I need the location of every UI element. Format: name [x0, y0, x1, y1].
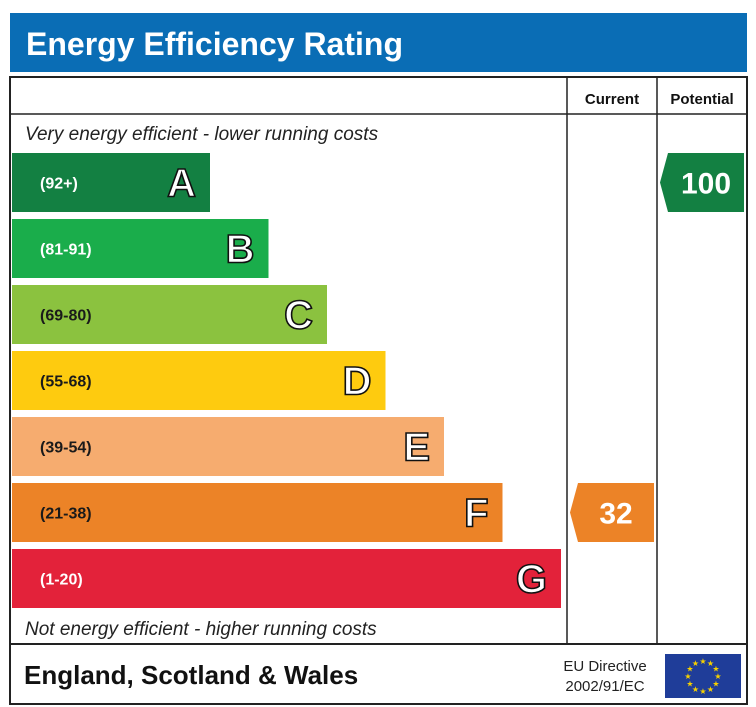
region-label: England, Scotland & Wales — [24, 660, 358, 690]
title-banner — [10, 13, 747, 72]
eu-star-icon: ★ — [714, 672, 721, 681]
directive-line-2: 2002/91/EC — [565, 678, 644, 695]
band-letter: B — [226, 228, 255, 272]
eu-star-icon: ★ — [699, 687, 706, 696]
band-range-label: (21-38) — [40, 506, 92, 523]
band-d: (55-68) D — [12, 351, 386, 410]
potential-column-header: Potential — [670, 91, 733, 108]
band-a: (92+) A — [12, 153, 210, 212]
eu-star-icon: ★ — [684, 672, 691, 681]
eu-star-icon: ★ — [692, 659, 699, 668]
current-rating-arrow — [570, 483, 654, 542]
band-bar-d — [12, 351, 386, 410]
eu-star-icon: ★ — [707, 685, 714, 694]
band-c: (69-80) C — [12, 285, 327, 344]
band-range-label: (69-80) — [40, 308, 92, 325]
rating-markers: 32 100 — [570, 153, 744, 542]
band-bar-e — [12, 417, 444, 476]
band-letter: C — [284, 294, 313, 338]
current-rating-value: 32 — [599, 498, 632, 531]
top-note: Very energy efficient - lower running co… — [25, 124, 379, 145]
eu-star-icon: ★ — [712, 665, 719, 674]
eu-star-icon: ★ — [692, 685, 699, 694]
eu-star-icon: ★ — [686, 680, 693, 689]
band-range-label: (39-54) — [40, 440, 92, 457]
band-letter: A — [167, 162, 196, 206]
band-letter: D — [343, 360, 372, 404]
band-range-label: (55-68) — [40, 374, 92, 391]
band-range-label: (81-91) — [40, 242, 92, 259]
band-bar-b — [12, 219, 269, 278]
potential-rating-value: 100 — [681, 168, 731, 201]
eu-star-icon: ★ — [699, 657, 706, 666]
band-f: (21-38) F — [12, 483, 503, 542]
eu-star-icon: ★ — [707, 659, 714, 668]
current-column-header: Current — [585, 91, 639, 108]
band-letter: G — [516, 558, 547, 602]
band-letter: F — [464, 492, 488, 536]
band-bar-a — [12, 153, 210, 212]
eu-star-icon: ★ — [686, 665, 693, 674]
band-bar-c — [12, 285, 327, 344]
potential-rating: 100 — [660, 153, 744, 212]
directive-line-1: EU Directive — [563, 658, 646, 675]
current-rating: 32 — [570, 483, 654, 542]
band-g: (1-20) G — [12, 549, 561, 608]
band-range-label: (92+) — [40, 176, 78, 193]
rating-bands: (92+) A (81-91) B (69-80) C (55-68) D (39-54) E (2… — [12, 153, 561, 608]
bottom-note: Not energy efficient - higher running co… — [25, 619, 377, 640]
band-letter: E — [403, 426, 430, 470]
chart-title: Energy Efficiency Rating — [26, 26, 403, 62]
band-e: (39-54) E — [12, 417, 444, 476]
band-bar-g — [12, 549, 561, 608]
eu-flag-icon: ★ ★★★★★★★★★★★ — [665, 654, 741, 698]
table-frame — [9, 76, 748, 705]
band-bar-f — [12, 483, 503, 542]
band-b: (81-91) B — [12, 219, 269, 278]
eu-star-icon: ★ — [712, 680, 719, 689]
potential-rating-arrow — [660, 153, 744, 212]
band-range-label: (1-20) — [40, 572, 83, 589]
